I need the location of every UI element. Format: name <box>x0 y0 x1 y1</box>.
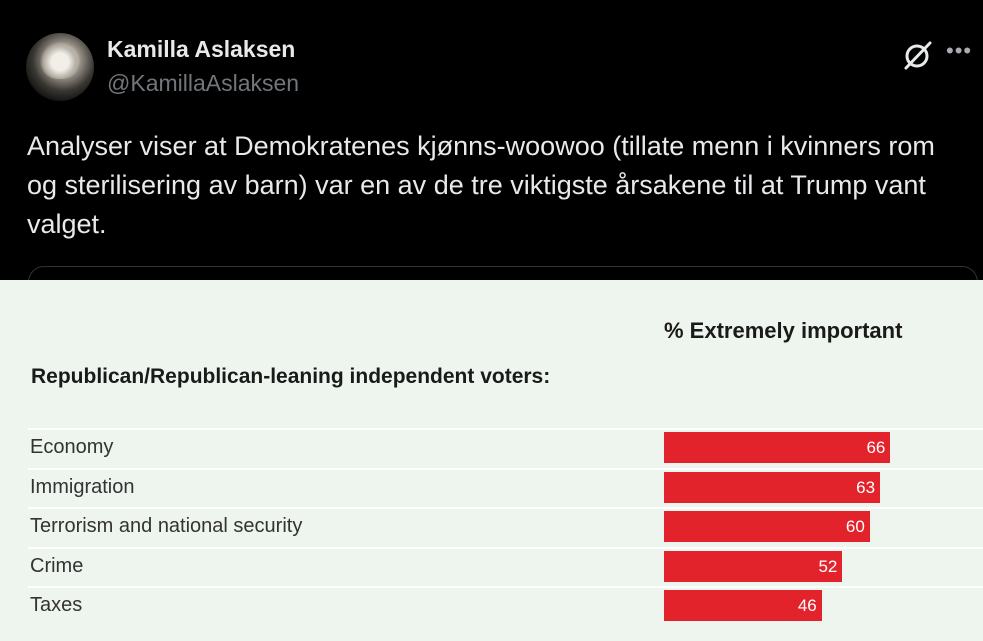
row-divider <box>28 507 983 509</box>
bar-value-label: 52 <box>818 556 838 576</box>
bar-value-label: 63 <box>856 477 876 497</box>
category-label: Taxes <box>30 594 83 616</box>
category-label: Immigration <box>30 475 135 498</box>
author-handle[interactable]: @KamillaAslaksen <box>107 70 300 96</box>
more-icon[interactable]: ••• <box>946 38 973 63</box>
bar-value-label: 46 <box>797 596 817 615</box>
bar: 46 <box>664 590 822 621</box>
row-divider <box>28 586 983 588</box>
bar: 52 <box>664 550 843 582</box>
chart-image[interactable]: % Extremely important Republican/Republi… <box>0 280 983 641</box>
bar: 63 <box>664 471 881 503</box>
chart-row: Taxes 46 <box>28 586 983 624</box>
group-label: Republican/Republican-leaning independen… <box>31 365 551 388</box>
bar: 60 <box>664 511 870 542</box>
bar-value-label: 66 <box>866 438 886 457</box>
row-divider <box>28 546 983 549</box>
author-name[interactable]: Kamilla Aslaksen <box>107 36 296 62</box>
bar-value-label: 60 <box>845 517 865 536</box>
category-label: Crime <box>30 554 84 577</box>
row-divider <box>28 428 983 430</box>
bar: 66 <box>664 432 891 463</box>
chart-row: Terrorism and national security 60 <box>28 507 983 545</box>
avatar[interactable] <box>26 33 94 101</box>
category-label: Terrorism and national security <box>30 515 303 537</box>
chart-row: Crime 52 <box>28 546 983 585</box>
tweet-text: Analyser viser at Demokratenes kjønns-wo… <box>27 131 935 239</box>
chart-row: Economy 66 <box>28 428 983 466</box>
tweet: Kamilla Aslaksen @KamillaAslaksen ••• An… <box>0 0 983 287</box>
grok-icon[interactable] <box>901 38 935 72</box>
chart-title: % Extremely important <box>664 318 903 343</box>
category-label: Economy <box>30 436 114 458</box>
chart-row: Immigration 63 <box>28 467 983 506</box>
row-divider <box>28 467 983 470</box>
